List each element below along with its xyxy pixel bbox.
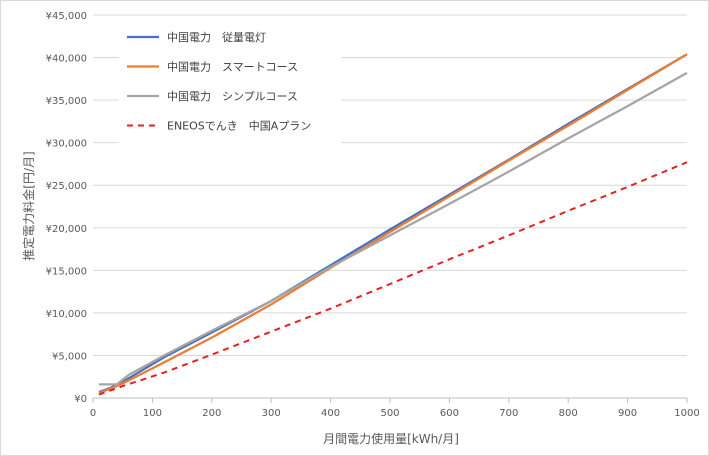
x-tick-label: 300: [262, 408, 281, 419]
legend-label: ENEOSでんき 中国Aプラン: [167, 120, 311, 133]
legend-background: [119, 23, 341, 145]
legend-label: 中国電力 スマートコース: [167, 61, 298, 74]
y-tick-label: ¥45,000: [46, 11, 87, 22]
series-lines: [98, 53, 688, 396]
y-tick-label: ¥10,000: [46, 309, 87, 320]
series-line-3: [98, 71, 688, 386]
y-axis-title: 推定電力料金[円/月]: [21, 151, 36, 260]
x-tick-label: 700: [499, 408, 518, 419]
y-tick-label: ¥40,000: [46, 54, 87, 65]
x-tick-label: 800: [559, 408, 578, 419]
x-axis-title: 月間電力使用量[kWh/月]: [323, 431, 459, 446]
axes: ¥0 ¥5,000 ¥10,000 ¥15,000 ¥20,000 ¥25,000 ¥30,…: [46, 11, 700, 419]
legend-label: 中国電力 シンプルコース: [167, 90, 298, 103]
x-tick-label: 500: [380, 408, 399, 419]
y-tick-label: ¥5,000: [52, 351, 87, 362]
series-line-4: [98, 161, 688, 396]
x-tick-label: 1000: [674, 408, 699, 419]
x-tick-label: 0: [90, 408, 96, 419]
y-tick-label: ¥0: [74, 394, 87, 405]
x-tick-label: 200: [202, 408, 221, 419]
x-tick-label: 900: [618, 408, 637, 419]
y-tick-label: ¥30,000: [46, 139, 87, 150]
y-tick-label: ¥25,000: [46, 181, 87, 192]
y-tick-label: ¥15,000: [46, 266, 87, 277]
y-tick-label: ¥20,000: [46, 224, 87, 235]
x-tick-label: 600: [440, 408, 459, 419]
series-line-1: [98, 53, 688, 394]
y-tick-label: ¥35,000: [46, 96, 87, 107]
x-tick-label: 100: [143, 408, 162, 419]
x-tick-label: 400: [321, 408, 340, 419]
legend-label: 中国電力 従量電灯: [167, 31, 266, 44]
